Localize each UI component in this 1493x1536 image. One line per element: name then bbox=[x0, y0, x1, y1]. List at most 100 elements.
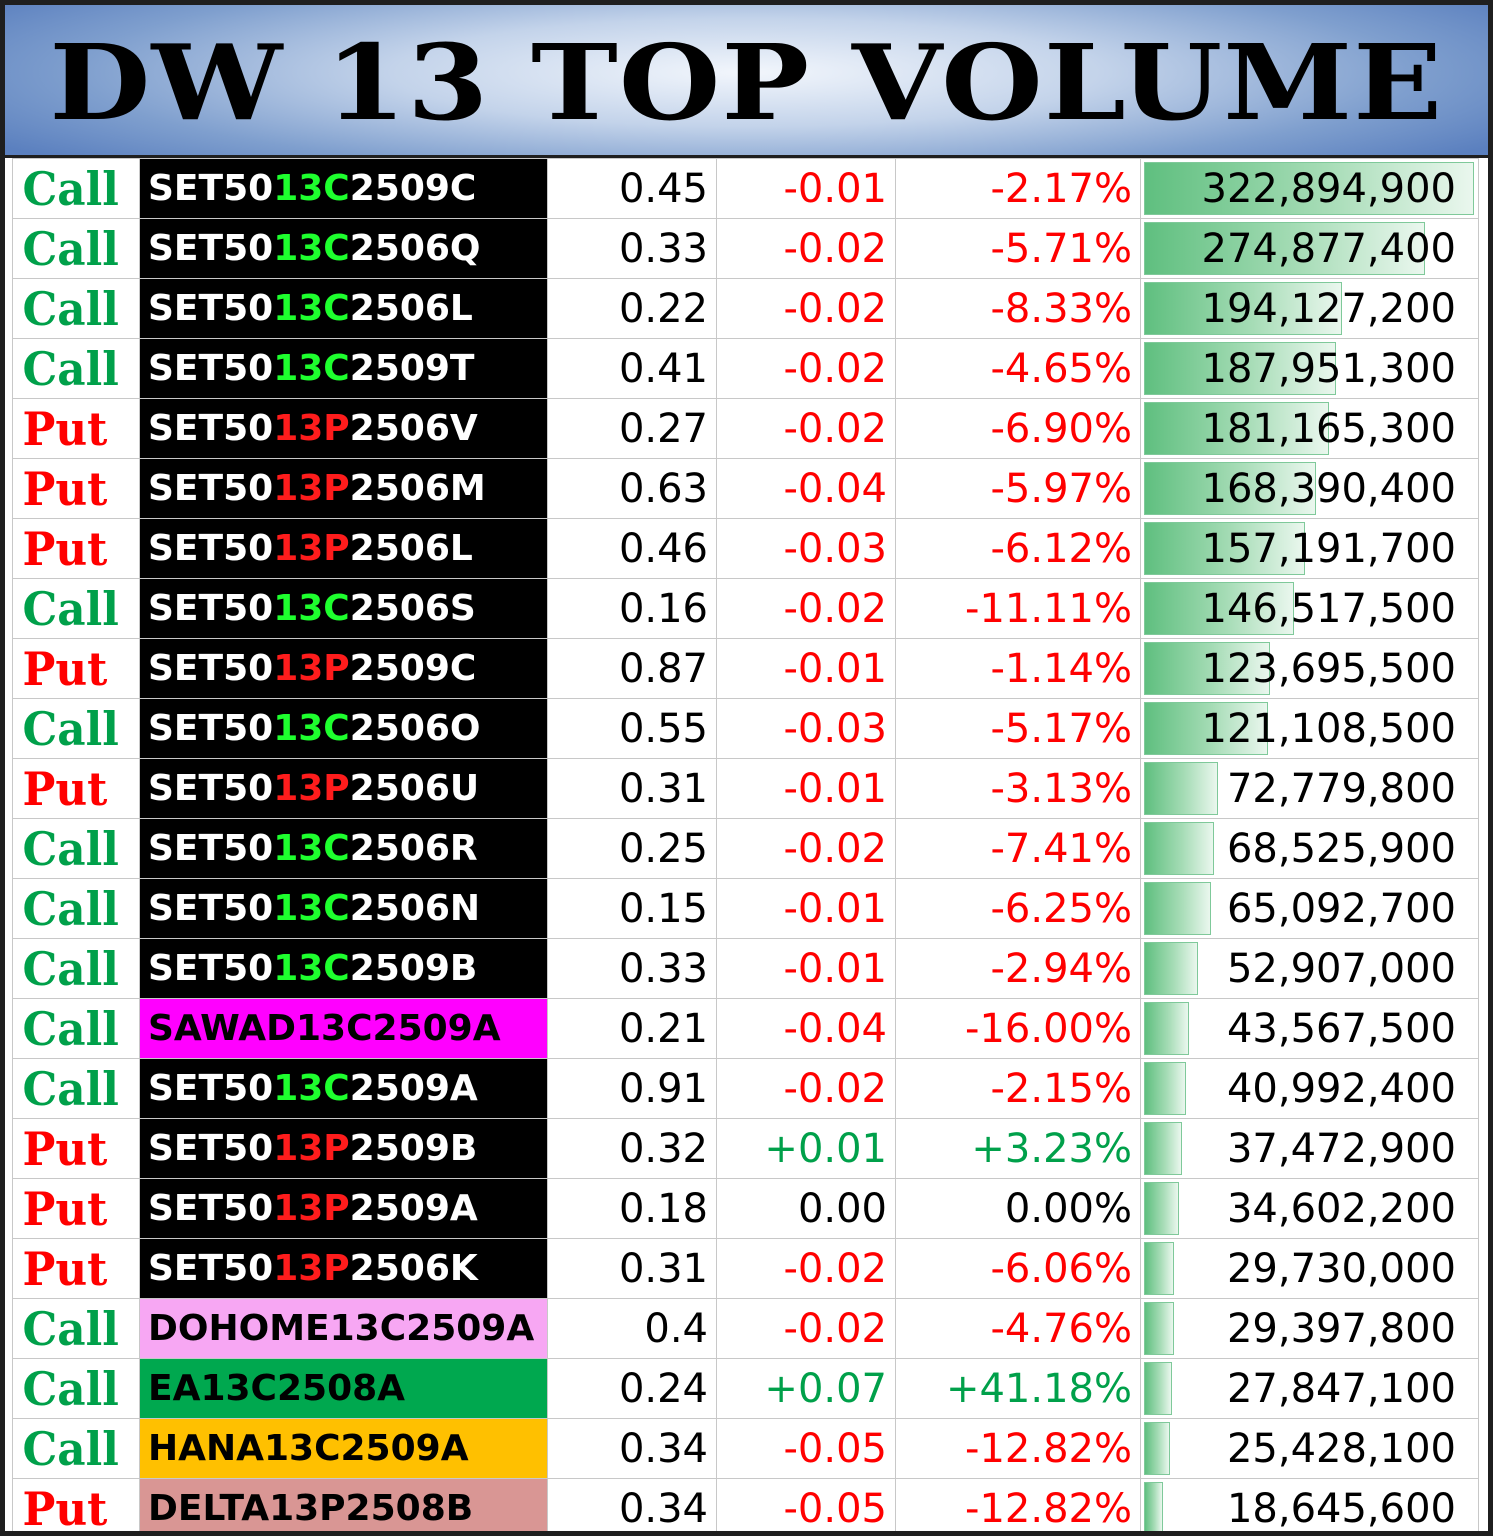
warrant-name-cell: SET5013P2506U bbox=[139, 758, 548, 819]
warrant-name-cell: EA13C2508A bbox=[139, 1358, 548, 1419]
price-cell: 0.31 bbox=[547, 758, 717, 819]
issuer-code: 13C bbox=[273, 347, 350, 389]
volume-cell: 65,092,700 bbox=[1140, 878, 1479, 939]
price-cell: 0.25 bbox=[547, 818, 717, 879]
volume-bar bbox=[1144, 582, 1294, 635]
issuer-code: 13P bbox=[273, 467, 350, 509]
table-row: Call SET5013C2509T 0.41 -0.02 -4.65% 187,951,… bbox=[12, 338, 1479, 399]
warrant-name-cell: SET5013P2506K bbox=[139, 1238, 548, 1299]
issuer-code: 13P bbox=[273, 527, 350, 569]
volume-bar bbox=[1144, 402, 1329, 455]
type-cell: Call bbox=[12, 818, 140, 879]
change-cell: -0.02 bbox=[716, 278, 896, 339]
volume-cell: 121,108,500 bbox=[1140, 698, 1479, 759]
percent-change-cell: -6.25% bbox=[895, 878, 1141, 939]
volume-value: 146,517,500 bbox=[1201, 585, 1456, 632]
change-cell: -0.01 bbox=[716, 638, 896, 699]
type-cell: Put bbox=[12, 1478, 140, 1531]
percent-change-cell: -6.12% bbox=[895, 518, 1141, 579]
volume-cell: 322,894,900 bbox=[1140, 158, 1479, 219]
name-prefix: SET50 bbox=[148, 167, 274, 209]
volume-bar bbox=[1144, 1182, 1179, 1235]
name-prefix: SET50 bbox=[148, 947, 274, 989]
volume-cell: 34,602,200 bbox=[1140, 1178, 1479, 1239]
change-cell: -0.05 bbox=[716, 1418, 896, 1479]
name-prefix: SET50 bbox=[148, 587, 274, 629]
volume-bar bbox=[1144, 762, 1218, 815]
change-cell: -0.01 bbox=[716, 878, 896, 939]
price-cell: 0.63 bbox=[547, 458, 717, 519]
change-cell: -0.02 bbox=[716, 578, 896, 639]
issuer-code: 13P bbox=[273, 767, 350, 809]
change-cell: -0.02 bbox=[716, 818, 896, 879]
type-label: Call bbox=[22, 701, 119, 756]
type-label: Call bbox=[22, 941, 119, 996]
price-cell: 0.21 bbox=[547, 998, 717, 1059]
name-prefix: SET50 bbox=[148, 767, 274, 809]
name-suffix: 2506V bbox=[349, 407, 478, 449]
change-cell: -0.02 bbox=[716, 1298, 896, 1359]
volume-value: 168,390,400 bbox=[1201, 465, 1456, 512]
price-cell: 0.18 bbox=[547, 1178, 717, 1239]
price-cell: 0.46 bbox=[547, 518, 717, 579]
volume-value: 274,877,400 bbox=[1201, 225, 1456, 272]
type-cell: Put bbox=[12, 1178, 140, 1239]
volume-bar bbox=[1144, 702, 1268, 755]
warrant-name-cell: SET5013P2509C bbox=[139, 638, 548, 699]
name-prefix: SET50 bbox=[148, 707, 274, 749]
name-suffix: 2506L bbox=[349, 527, 473, 569]
name-suffix: 2506N bbox=[349, 887, 481, 929]
price-cell: 0.91 bbox=[547, 1058, 717, 1119]
table-row: Call SET5013C2509B 0.33 -0.01 -2.94% 52,907,0… bbox=[12, 938, 1479, 999]
table-row: Call SET5013C2506L 0.22 -0.02 -8.33% 194,127,… bbox=[12, 278, 1479, 339]
warrant-name-cell: DELTA13P2508B bbox=[139, 1478, 548, 1531]
issuer-code: 13C bbox=[273, 287, 350, 329]
volume-value: 322,894,900 bbox=[1201, 165, 1456, 212]
name-suffix: 2509C bbox=[349, 647, 477, 689]
table-row: Put DELTA13P2508B 0.34 -0.05 -12.82% 18,645,6… bbox=[12, 1478, 1479, 1531]
volume-bar bbox=[1144, 1362, 1172, 1415]
warrant-name-cell: SET5013C2509A bbox=[139, 1058, 548, 1119]
volume-cell: 123,695,500 bbox=[1140, 638, 1479, 699]
percent-change-cell: -2.15% bbox=[895, 1058, 1141, 1119]
table-row: Call SET5013C2506N 0.15 -0.01 -6.25% 65,092,7… bbox=[12, 878, 1479, 939]
name-suffix: 2509B bbox=[349, 947, 478, 989]
name-suffix: 2506M bbox=[349, 467, 486, 509]
price-cell: 0.87 bbox=[547, 638, 717, 699]
name-suffix: 2509C bbox=[349, 167, 477, 209]
change-cell: 0.00 bbox=[716, 1178, 896, 1239]
percent-change-cell: -1.14% bbox=[895, 638, 1141, 699]
volume-value: 181,165,300 bbox=[1201, 405, 1456, 452]
type-cell: Call bbox=[12, 1358, 140, 1419]
percent-change-cell: -3.13% bbox=[895, 758, 1141, 819]
name-prefix: DOHOME13C2509A bbox=[148, 1307, 535, 1349]
name-prefix: SET50 bbox=[148, 887, 274, 929]
name-prefix: SET50 bbox=[148, 287, 274, 329]
volume-bar bbox=[1144, 1302, 1174, 1355]
name-suffix: 2506L bbox=[349, 287, 473, 329]
volume-bar bbox=[1144, 882, 1211, 935]
name-prefix: DELTA13P2508B bbox=[148, 1487, 474, 1529]
price-cell: 0.33 bbox=[547, 938, 717, 999]
volume-cell: 168,390,400 bbox=[1140, 458, 1479, 519]
issuer-code: 13P bbox=[273, 647, 350, 689]
type-label: Put bbox=[22, 1181, 108, 1236]
volume-value: 29,730,000 bbox=[1226, 1245, 1456, 1292]
volume-cell: 25,428,100 bbox=[1140, 1418, 1479, 1479]
name-suffix: 2506K bbox=[349, 1247, 478, 1289]
table-row: Call SET5013C2506S 0.16 -0.02 -11.11% 146,517… bbox=[12, 578, 1479, 639]
volume-value: 37,472,900 bbox=[1226, 1125, 1456, 1172]
warrant-name-cell: SET5013P2506V bbox=[139, 398, 548, 459]
change-cell: +0.01 bbox=[716, 1118, 896, 1179]
type-cell: Put bbox=[12, 398, 140, 459]
issuer-code: 13C bbox=[273, 1067, 350, 1109]
table-row: Call SAWAD13C2509A 0.21 -0.04 -16.00% 43,567,… bbox=[12, 998, 1479, 1059]
type-cell: Call bbox=[12, 338, 140, 399]
volume-cell: 29,730,000 bbox=[1140, 1238, 1479, 1299]
price-cell: 0.31 bbox=[547, 1238, 717, 1299]
percent-change-cell: -5.71% bbox=[895, 218, 1141, 279]
volume-cell: 18,645,600 bbox=[1140, 1478, 1479, 1531]
volume-value: 157,191,700 bbox=[1201, 525, 1456, 572]
volume-bar bbox=[1144, 1242, 1174, 1295]
